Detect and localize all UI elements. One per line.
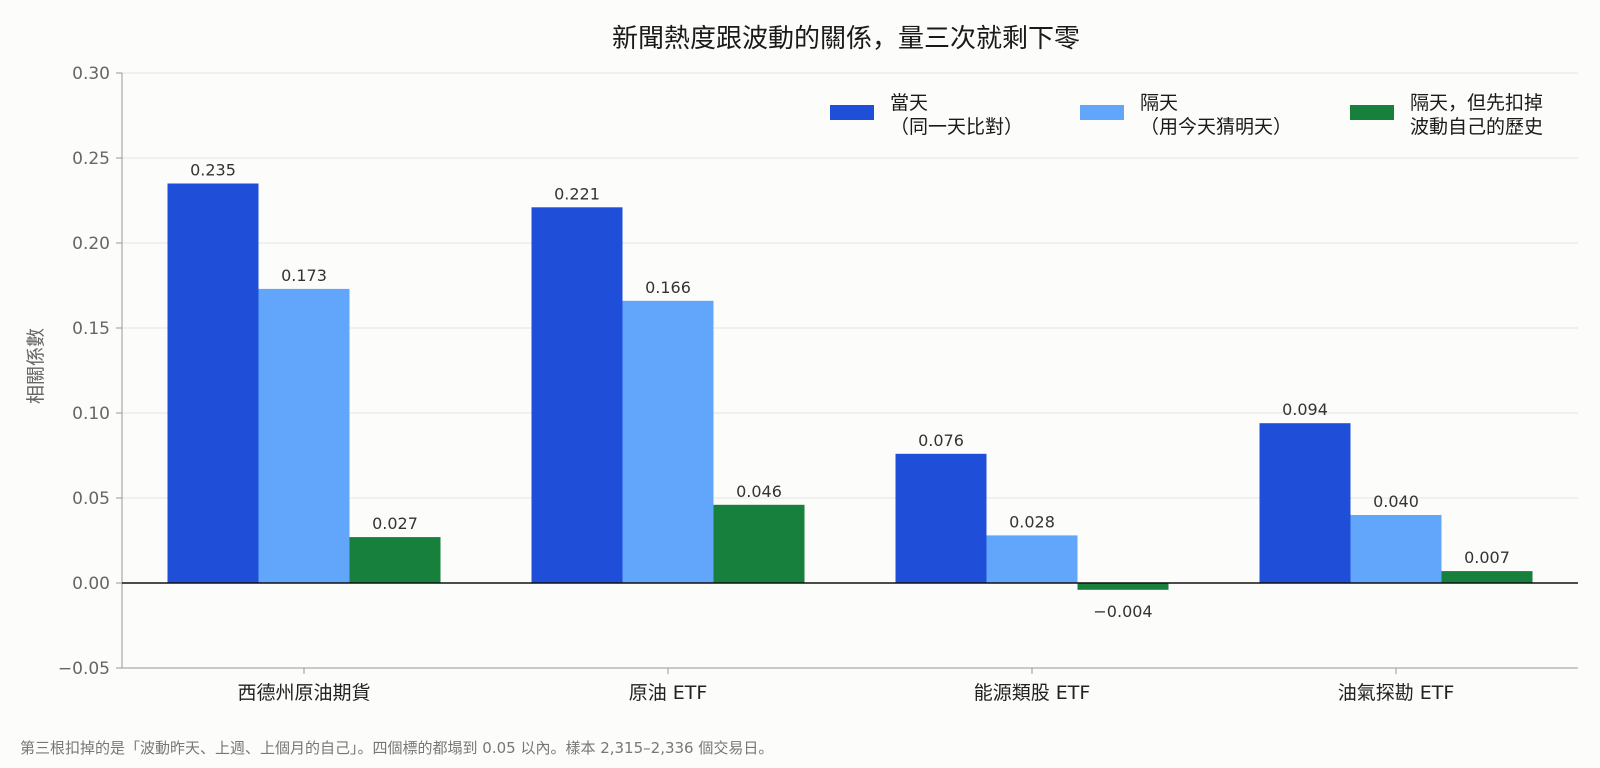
- y-tick-label: 0.15: [72, 319, 110, 339]
- y-tick-label: 0.00: [72, 574, 110, 594]
- data-label: 0.235: [190, 161, 236, 180]
- x-tick-label: 油氣探勘 ETF: [1338, 682, 1455, 704]
- bar: [1259, 423, 1351, 583]
- legend-swatch: [830, 105, 874, 120]
- y-axis-label: 相關係數: [25, 328, 47, 404]
- legend-swatch: [1350, 105, 1394, 120]
- x-tick-label: 西德州原油期貨: [237, 682, 370, 704]
- data-label: 0.221: [554, 184, 600, 203]
- y-tick-label: 0.10: [72, 404, 110, 424]
- legend-label: （同一天比對）: [890, 116, 1023, 138]
- bar: [1441, 571, 1533, 583]
- bar: [622, 300, 714, 583]
- data-label: 0.076: [918, 431, 964, 450]
- data-label: −0.004: [1093, 602, 1152, 621]
- bars: [122, 183, 1578, 590]
- legend-label: 波動自己的歷史: [1410, 116, 1543, 138]
- bar: [1077, 583, 1169, 590]
- grid-lines: [121, 72, 1578, 669]
- bar: [986, 535, 1078, 583]
- x-tick-label: 能源類股 ETF: [974, 682, 1091, 704]
- legend-label: 隔天: [1140, 92, 1178, 114]
- bar: [713, 504, 805, 583]
- legend-label: 隔天，但先扣掉: [1410, 92, 1543, 114]
- x-axis-categories: 西德州原油期貨 原油 ETF 能源類股 ETF 油氣探勘 ETF: [237, 668, 1454, 704]
- bar: [1350, 515, 1442, 583]
- data-label: 0.046: [736, 482, 782, 501]
- data-label: 0.007: [1464, 548, 1510, 567]
- data-label: 0.040: [1373, 492, 1419, 511]
- data-label: 0.173: [281, 266, 327, 285]
- legend-label: 當天: [890, 92, 928, 114]
- data-label: 0.028: [1009, 512, 1055, 531]
- bar: [167, 183, 259, 583]
- y-tick-label: 0.05: [72, 489, 110, 509]
- bar: [531, 207, 623, 584]
- data-labels: 0.235 0.173 0.027 0.221 0.166 0.046 0.076 0.028…: [190, 161, 1510, 621]
- footnote: 第三根扣掉的是「波動昨天、上週、上個月的自己」。四個標的都塌到 0.05 以內。…: [20, 739, 773, 757]
- x-tick-label: 原油 ETF: [629, 682, 708, 704]
- y-tick-label: −0.05: [58, 659, 110, 679]
- y-tick-label: 0.25: [72, 149, 110, 169]
- legend-swatch: [1080, 105, 1124, 120]
- data-label: 0.166: [645, 278, 691, 297]
- y-tick-label: 0.20: [72, 234, 110, 254]
- bar: [258, 288, 350, 583]
- bar: [895, 453, 987, 583]
- y-tick-label: 0.30: [72, 64, 110, 84]
- y-axis-ticks: −0.05 0.00 0.05 0.10 0.15 0.20 0.25 0.30: [58, 64, 122, 679]
- bar: [349, 537, 441, 583]
- data-label: 0.094: [1282, 400, 1328, 419]
- chart-title: 新聞熱度跟波動的關係，量三次就剩下零: [612, 24, 1080, 54]
- data-label: 0.027: [372, 514, 418, 533]
- legend-label: （用今天猜明天）: [1140, 116, 1292, 138]
